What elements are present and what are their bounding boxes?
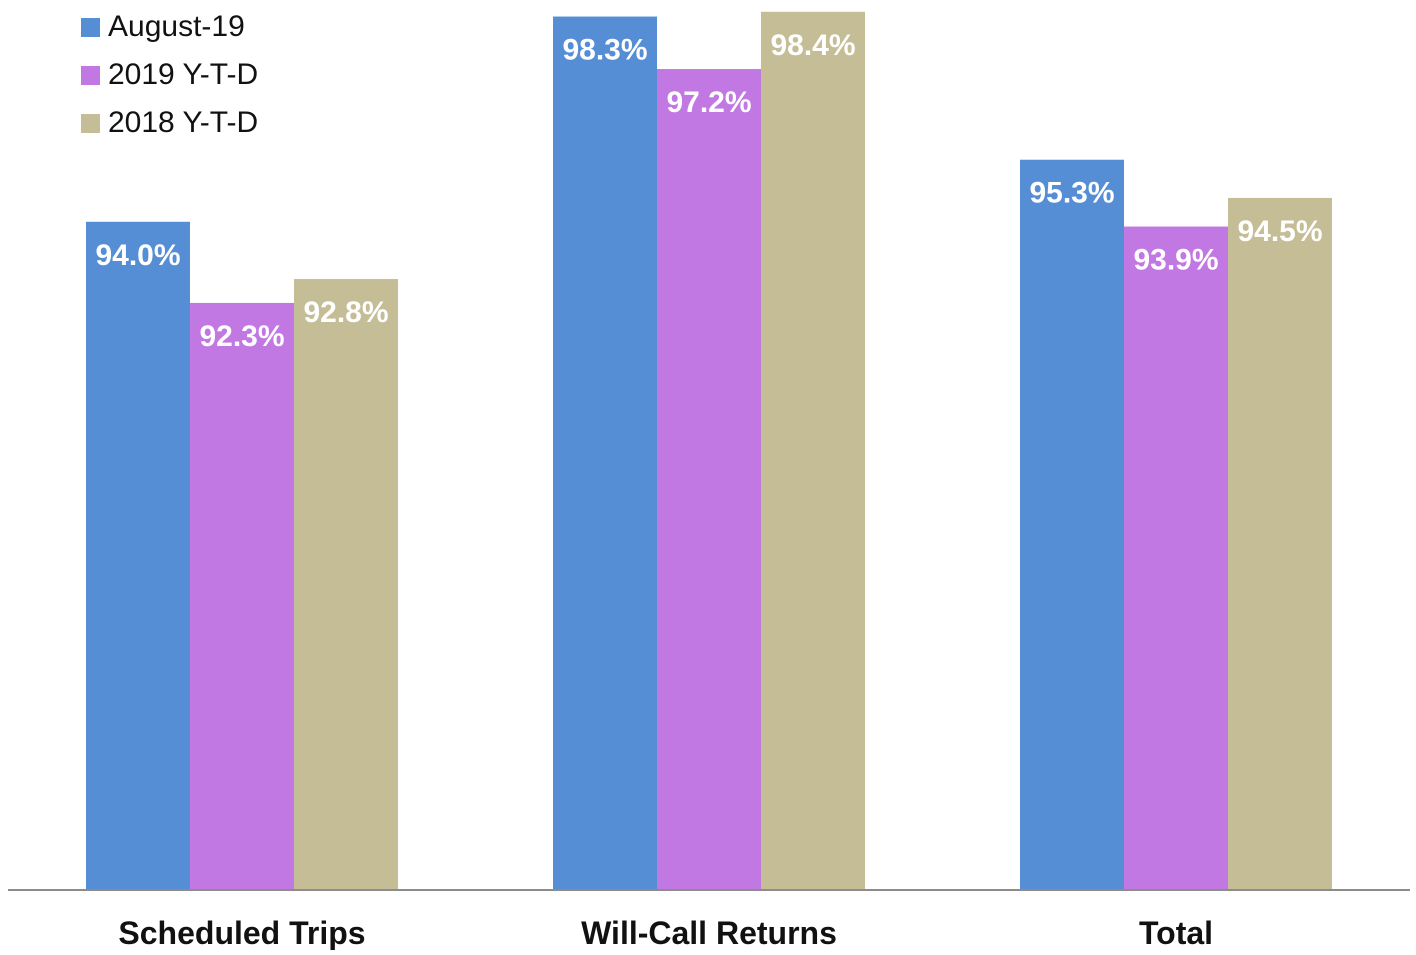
value-label-0-2: 95.3% [1029, 177, 1114, 210]
bar-0-1 [553, 16, 657, 890]
value-label-2-0: 92.8% [303, 296, 388, 329]
category-label-1: Will-Call Returns [581, 915, 837, 950]
bar-2-2 [1228, 197, 1332, 890]
legend-label-0: August-19 [108, 10, 245, 43]
value-label-0-0: 94.0% [95, 239, 180, 272]
category-label-2: Total [1139, 915, 1213, 950]
legend-label-1: 2019 Y-T-D [108, 58, 258, 91]
bar-2-0 [294, 279, 398, 890]
category-label-0: Scheduled Trips [118, 915, 365, 950]
category-labels: Scheduled Trips Will-Call Returns Total [118, 915, 1213, 951]
bar-0-0 [86, 221, 190, 890]
legend-swatch-2 [81, 114, 100, 133]
bars [86, 11, 1332, 891]
value-label-2-2: 94.5% [1237, 215, 1322, 248]
value-labels: 94.0% 92.3% 92.8% 98.3% 97.2% 98.4% 95.3% 93.9%… [95, 29, 1322, 353]
value-label-1-0: 92.3% [199, 320, 284, 353]
value-label-1-2: 93.9% [1133, 244, 1218, 277]
bar-1-2 [1124, 226, 1228, 890]
bar-2-1 [761, 11, 865, 891]
legend-label-2: 2018 Y-T-D [108, 106, 258, 139]
value-label-2-1: 98.4% [770, 29, 855, 62]
bar-1-0 [190, 302, 294, 890]
bar-1-1 [657, 69, 761, 890]
legend-swatch-1 [81, 66, 100, 85]
value-label-0-1: 98.3% [562, 34, 647, 67]
bar-0-2 [1020, 159, 1124, 891]
value-label-1-1: 97.2% [666, 86, 751, 119]
legend: August-19 2019 Y-T-D 2018 Y-T-D [81, 10, 258, 139]
legend-swatch-0 [81, 18, 100, 37]
